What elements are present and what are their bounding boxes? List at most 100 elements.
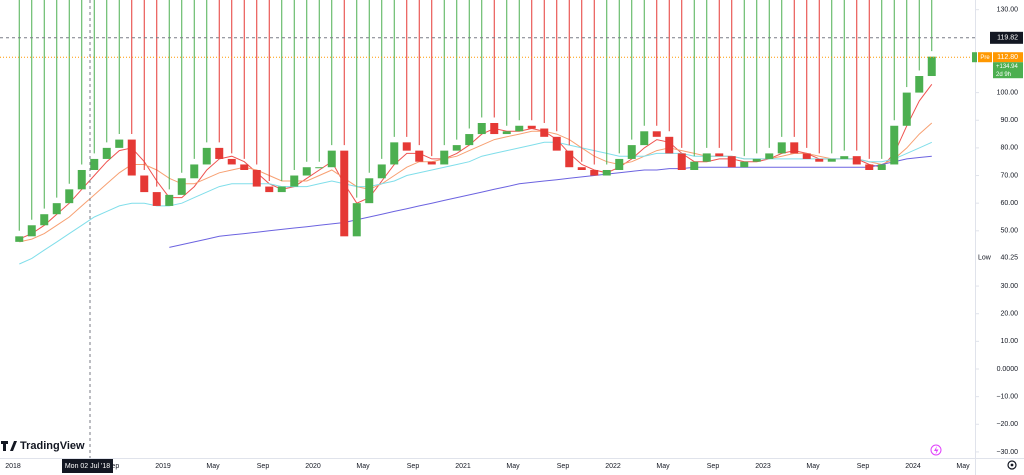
candle (352, 0, 361, 237)
candle-body (15, 236, 24, 242)
crosshair-y-label: 119.82 (997, 35, 1018, 42)
candle (127, 0, 136, 176)
candle (777, 0, 786, 154)
candle-body (327, 150, 336, 168)
x-tick-label: Sep (107, 463, 120, 470)
candle-body (302, 167, 311, 176)
candle-body (215, 147, 224, 159)
y-tick-label: 130.00 (997, 7, 1019, 14)
candle (77, 0, 86, 190)
candle-body (240, 164, 249, 170)
candle-body (90, 158, 99, 170)
candle (40, 0, 49, 226)
candle-body (52, 203, 61, 215)
settings-button[interactable] (1007, 460, 1017, 470)
candle (90, 0, 99, 170)
brand-name: TradingView (20, 440, 85, 452)
candle (802, 0, 811, 159)
candle-body (477, 122, 486, 135)
candle (765, 0, 774, 159)
y-tick-label: 50.00 (1000, 228, 1018, 235)
x-tick-label: May (956, 463, 970, 470)
pre-tag (978, 52, 992, 63)
candle (365, 0, 374, 204)
x-tick-label: 2023 (755, 463, 771, 470)
candle (627, 0, 636, 159)
candle-body (102, 147, 111, 159)
candle-body (315, 167, 324, 169)
candle-body (377, 164, 386, 179)
candle-body (852, 156, 861, 165)
candle (252, 0, 261, 187)
logo-mark (1, 441, 17, 451)
candle (27, 0, 36, 237)
candle (240, 0, 249, 170)
candle-body (677, 153, 686, 170)
candle-body (665, 136, 674, 154)
candle-body (640, 131, 649, 146)
x-tick-label: 2022 (605, 463, 621, 470)
candle-body (440, 150, 449, 165)
candle-body (527, 125, 536, 129)
candle (915, 0, 924, 93)
candle (290, 0, 299, 187)
candle-body (752, 158, 761, 162)
candle-body (390, 142, 399, 165)
candle-body (627, 145, 636, 159)
candle-body (290, 175, 299, 187)
candle-body (577, 167, 586, 170)
y-tick-label: 10.00 (1000, 338, 1018, 345)
candle (577, 0, 586, 170)
candle (465, 0, 474, 146)
candle (602, 0, 611, 176)
candle-body (702, 153, 711, 162)
candle-body (540, 128, 549, 137)
candle (202, 0, 211, 165)
lightning-button[interactable] (930, 444, 942, 456)
moving-average-line (169, 155, 932, 248)
candle-body (740, 161, 749, 168)
candle-body (490, 122, 499, 135)
candle (590, 0, 599, 176)
candle (665, 0, 674, 154)
x-tick-label: May (806, 463, 820, 470)
candle-body (190, 164, 199, 179)
candle-body (365, 178, 374, 204)
pre-value-label: 112.80 (997, 54, 1018, 61)
x-tick-label: 2020 (305, 463, 321, 470)
candle (527, 0, 536, 129)
candle-body (402, 142, 411, 151)
candle-body (265, 186, 274, 193)
candle (440, 0, 449, 165)
countdown-label: 2d 9h (996, 72, 1011, 78)
y-tick-label: 100.00 (997, 89, 1019, 96)
candle (115, 0, 124, 148)
candle-body (552, 136, 561, 151)
candle-body (790, 142, 799, 154)
candle-body (865, 164, 874, 170)
candle (140, 0, 149, 193)
moving-average-line (19, 122, 933, 243)
candle (890, 0, 899, 165)
y-tick-label: 70.00 (1000, 172, 1018, 179)
candle (302, 0, 311, 176)
candle-body (652, 131, 661, 137)
candle (752, 0, 761, 162)
last-price-flag (972, 52, 977, 63)
x-tick-label: Sep (557, 463, 570, 470)
candle (502, 0, 511, 135)
candle (877, 0, 886, 170)
x-tick-label: May (506, 463, 520, 470)
x-tick-label: Sep (707, 463, 720, 470)
candle-body (815, 158, 824, 162)
candle (327, 0, 336, 168)
candle-body (802, 153, 811, 159)
candle (727, 0, 736, 168)
candle-body (427, 161, 436, 165)
candle-body (590, 169, 599, 176)
candle-body (565, 150, 574, 168)
candle-body (927, 56, 936, 77)
x-tick-label: 2024 (905, 463, 921, 470)
